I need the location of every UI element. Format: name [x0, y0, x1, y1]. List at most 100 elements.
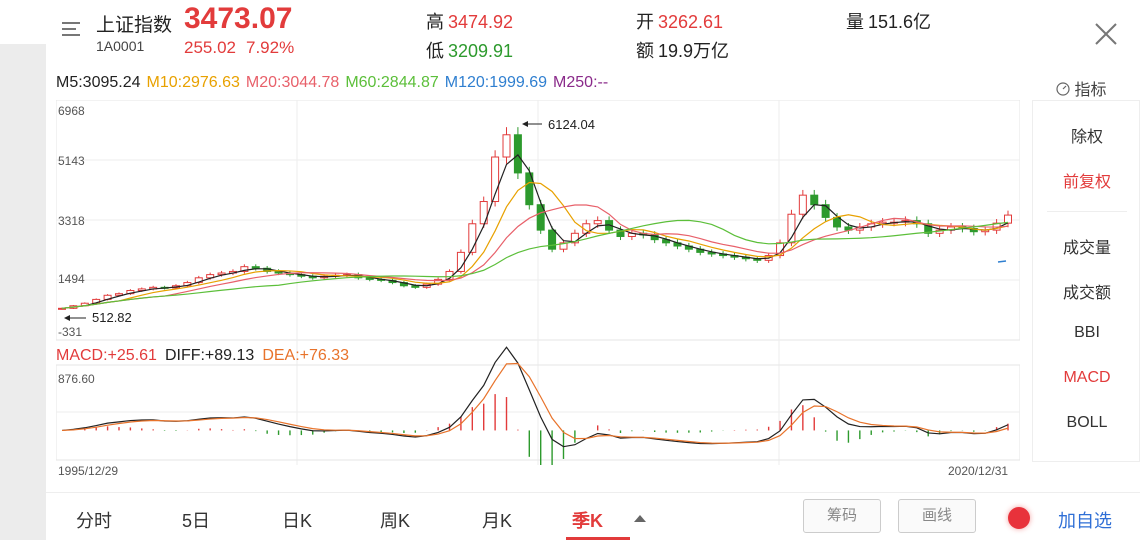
candle-body	[456, 251, 465, 272]
volume-stat: 量 151.6亿	[846, 8, 931, 34]
side-item-volume[interactable]: 成交量	[1062, 240, 1111, 257]
amount-stat: 额 19.9万亿	[636, 37, 729, 63]
macd-lines	[61, 346, 1009, 448]
stock-name: 上证指数	[96, 15, 173, 36]
draw-line-button[interactable]: 画线	[898, 499, 976, 533]
ma-line	[61, 154, 1009, 309]
period-tab-bar: 分时 5日 日K 周K 月K 季K 筹码 画线 加自选	[46, 492, 1140, 540]
indicator-side-menu: 除权 前复权 成交量 成交额 BBI MACD BOLL	[1032, 100, 1140, 462]
candle-body	[810, 194, 819, 206]
current-price: 3473.07	[184, 2, 293, 35]
candle-body	[559, 242, 568, 250]
diff-value: DIFF:+89.13	[164, 347, 255, 364]
stock-code: 1A0001	[96, 38, 145, 54]
macd-value: MACD:+25.61	[56, 347, 157, 364]
low-marker-arrowhead	[64, 315, 70, 321]
side-item-bbi[interactable]: BBI	[1074, 324, 1100, 341]
candle-body	[491, 156, 500, 203]
candlestick-series	[58, 127, 1012, 310]
candle-body	[548, 229, 557, 250]
candle-body	[513, 134, 522, 174]
add-watchlist-button[interactable]: 加自选	[1058, 511, 1112, 531]
tab-intraday[interactable]: 分时	[76, 511, 112, 531]
side-item-turnover[interactable]: 成交额	[1062, 285, 1111, 302]
change-percent: 7.92%	[246, 38, 295, 57]
candle-body	[114, 293, 123, 296]
y-tick-4: -331	[58, 325, 83, 339]
candle-body	[479, 201, 488, 225]
y-tick-2: 3318	[58, 214, 85, 228]
ma-line	[61, 219, 1009, 309]
candle-body	[536, 204, 545, 231]
candle-body	[787, 213, 796, 244]
open-value: 3262.61	[658, 12, 724, 32]
gauge-icon	[1056, 82, 1070, 96]
high-label: 高	[426, 12, 444, 32]
side-item-forward-adjust[interactable]: 前复权	[1062, 174, 1111, 191]
macd-line	[61, 346, 1009, 448]
candle-body	[525, 172, 534, 206]
low-label: 低	[426, 41, 444, 61]
high-marker-label: 6124.04	[548, 117, 595, 132]
close-icon[interactable]	[1092, 20, 1120, 48]
candle-body	[502, 134, 511, 158]
candle-body	[570, 232, 579, 244]
ma250-label: M250:--	[553, 74, 609, 91]
left-window-strip	[0, 0, 46, 540]
side-item-macd[interactable]: MACD	[1063, 369, 1111, 386]
date-start: 1995/12/29	[58, 464, 119, 478]
ma60-label: M60:2844.87	[345, 74, 439, 91]
dea-value: DEA:+76.33	[262, 347, 350, 364]
side-item-boll[interactable]: BOLL	[1066, 414, 1108, 431]
tab-5day[interactable]: 5日	[182, 511, 211, 531]
y-tick-0: 6968	[58, 104, 85, 118]
low-marker-label: 512.82	[92, 310, 132, 325]
candle-body	[251, 266, 260, 269]
macd-y-top: 876.60	[58, 372, 95, 386]
candle-body	[616, 229, 625, 237]
menu-icon[interactable]	[62, 22, 80, 38]
ma5-label: M5:3095.24	[56, 74, 141, 91]
macd-line	[61, 362, 1009, 444]
amount-label: 额	[636, 41, 654, 61]
ma-line	[61, 181, 1009, 309]
open-stat: 开 3262.61	[636, 8, 723, 34]
indicator-button[interactable]: 指标	[1056, 76, 1106, 100]
current-marker	[997, 260, 1007, 263]
volume-label: 量	[846, 12, 864, 32]
tab-quarterly-k[interactable]: 季K	[572, 511, 603, 531]
macd-legend: MACD:+25.61 DIFF:+89.13 DEA:+76.33	[56, 347, 357, 365]
tab-daily-k[interactable]: 日K	[282, 511, 313, 531]
more-periods-icon[interactable]	[634, 515, 646, 522]
macd-histogram	[72, 394, 1009, 465]
price-change: 255.02 7.92%	[184, 38, 294, 58]
open-label: 开	[636, 12, 654, 32]
low-stat: 低 3209.91	[426, 37, 513, 63]
moving-average-lines	[61, 154, 1009, 309]
kline-chart[interactable]: 6124.04 512.82	[56, 100, 1020, 465]
left-strip-notch	[0, 0, 46, 44]
side-item-exright[interactable]: 除权	[1070, 129, 1103, 146]
stock-detail-panel: 上证指数 1A0001 3473.07 255.02 7.92% 高 3474.92…	[46, 0, 1140, 540]
ma20-label: M20:3044.78	[245, 74, 340, 91]
change-value: 255.02	[184, 38, 236, 57]
chips-button[interactable]: 筹码	[803, 499, 881, 533]
ma-legend: M5:3095.24 M10:2976.63 M20:3044.78 M60:2844…	[56, 74, 614, 92]
candle-body	[798, 194, 807, 215]
active-tab-underline	[566, 537, 630, 540]
low-value: 3209.91	[448, 41, 514, 61]
ma120-label: M120:1999.69	[444, 74, 548, 91]
high-value: 3474.92	[448, 12, 514, 32]
tab-weekly-k[interactable]: 周K	[380, 511, 411, 531]
date-end: 2020/12/31	[948, 464, 1009, 478]
high-stat: 高 3474.92	[426, 8, 513, 34]
candle-body	[1004, 214, 1012, 224]
record-dot-icon[interactable]	[1008, 507, 1030, 529]
ma-line	[61, 204, 1009, 309]
candle-body	[58, 307, 66, 310]
tab-monthly-k[interactable]: 月K	[482, 511, 513, 531]
candle-body	[593, 220, 602, 225]
y-tick-3: 1494	[58, 272, 85, 286]
candle-body	[468, 223, 477, 253]
high-marker-arrowhead	[522, 121, 528, 127]
